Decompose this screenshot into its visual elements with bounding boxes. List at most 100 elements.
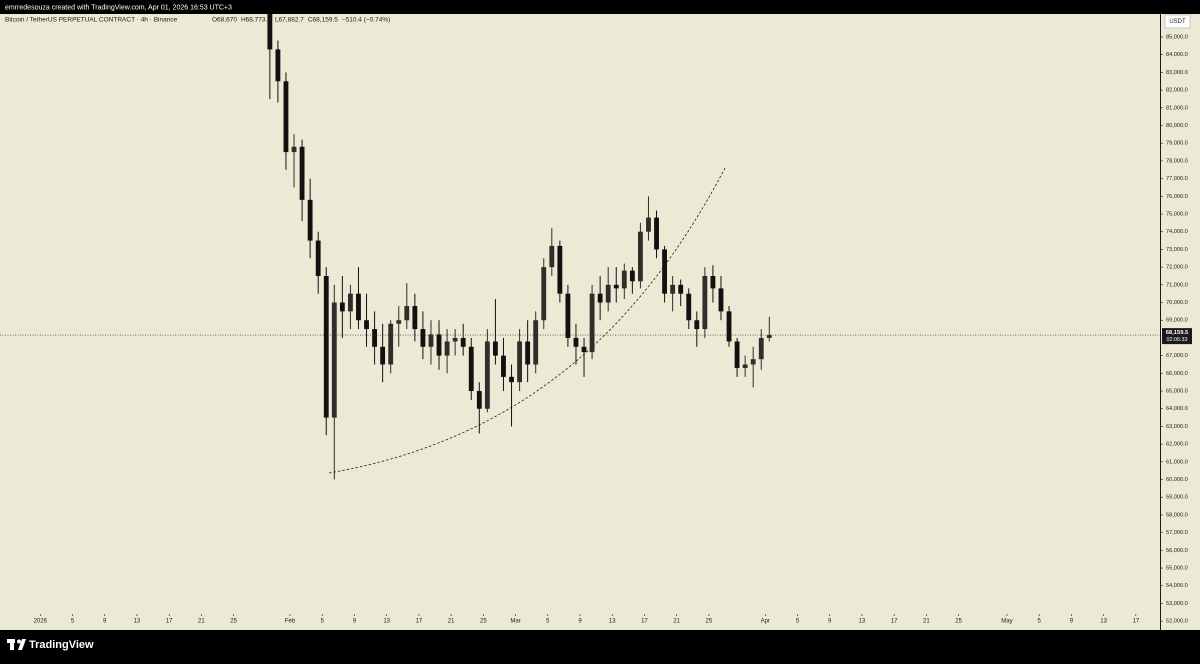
y-tick-label: 76,000.0 — [1166, 194, 1188, 200]
x-tick-label: 13 — [1100, 619, 1107, 625]
y-tick-label: 73,000.0 — [1166, 247, 1188, 253]
x-tick-label: Mar — [510, 619, 520, 625]
brand-logo — [7, 639, 26, 650]
x-tick-label: 17 — [166, 619, 173, 625]
currency-box — [1164, 14, 1191, 29]
x-tick-label: 13 — [383, 619, 390, 625]
candle-body — [670, 284, 676, 294]
x-tick-label: 21 — [198, 619, 205, 625]
candle-body — [613, 284, 619, 289]
candle-body — [565, 293, 571, 338]
x-tick-label: 17 — [641, 619, 648, 625]
x-tick-label: 17 — [891, 619, 898, 625]
x-tick-label: 25 — [480, 619, 487, 625]
candle-body — [412, 306, 418, 330]
candle-body — [517, 341, 522, 383]
y-tick-label: 53,000.0 — [1166, 601, 1188, 607]
candle-body — [267, 14, 273, 50]
last-price-box — [1162, 328, 1192, 345]
y-tick-label: 60,000.0 — [1166, 477, 1188, 483]
candle-body — [686, 293, 692, 321]
x-tick-label: 17 — [416, 619, 423, 625]
candle-body — [549, 245, 555, 268]
candle-body — [452, 337, 458, 342]
y-tick-label: 69,000.0 — [1166, 318, 1188, 324]
x-tick-label: 13 — [134, 619, 141, 625]
y-tick-label: 66,000.0 — [1166, 371, 1188, 377]
y-tick-label: 56,000.0 — [1166, 548, 1188, 554]
y-tick-label: 70,000.0 — [1166, 300, 1188, 306]
candle-body — [509, 376, 514, 383]
candle-body — [734, 341, 740, 369]
symbol-title: Bitcoin / TetherUS PERPETUAL CONTRACT · … — [5, 17, 178, 24]
y-tick-label: 85,000.0 — [1166, 34, 1188, 40]
candle-body — [493, 341, 498, 356]
candle-body — [694, 320, 700, 330]
y-tick-label: 61,000.0 — [1166, 459, 1188, 465]
candle-body — [742, 364, 748, 369]
candle-body — [420, 329, 426, 347]
candle-body — [356, 293, 361, 321]
candle-body — [323, 275, 329, 418]
candle-body — [702, 275, 708, 330]
ohlc-value: H68,773.9 — [241, 17, 271, 24]
candle-body — [525, 341, 531, 365]
trend-curve — [328, 167, 726, 474]
candle-body — [726, 311, 732, 342]
candle-body — [638, 231, 643, 282]
candle-body — [621, 270, 627, 289]
y-tick-label: 65,000.0 — [1166, 389, 1188, 395]
x-tick-label: 13 — [609, 619, 616, 625]
x-tick-label: 5 — [71, 619, 75, 625]
logo-part — [18, 639, 26, 650]
last-price-label: 68,159.5 — [1166, 330, 1189, 336]
x-tick-label: Feb — [285, 619, 296, 625]
logo-part — [17, 639, 21, 644]
candle-body — [581, 346, 587, 353]
candle-body — [484, 341, 490, 409]
candle-body — [428, 334, 434, 347]
candle-body — [589, 293, 595, 353]
x-tick-label: 9 — [1070, 619, 1074, 625]
x-tick-label: 21 — [923, 619, 930, 625]
candle-body — [291, 146, 297, 153]
y-tick-label: 72,000.0 — [1166, 265, 1188, 271]
y-tick-label: 80,000.0 — [1166, 123, 1188, 129]
x-tick-label: 9 — [353, 619, 357, 625]
candle-body — [468, 346, 474, 392]
candle-body — [662, 249, 667, 294]
candle-body — [629, 270, 635, 282]
x-tick-label: 9 — [828, 619, 832, 625]
x-tick-label: 5 — [1037, 619, 1041, 625]
candle-body — [380, 346, 386, 365]
candle-body — [541, 267, 547, 321]
candle-body — [396, 320, 402, 324]
ohlc-value: L67,882.7 — [275, 17, 304, 24]
candle-body — [710, 275, 716, 289]
ohlc-legend: O68,670 H68,773.9 L67,882.7 C68,159.5 −510.4… — [212, 17, 390, 24]
candle-body — [307, 199, 313, 241]
plot-background — [0, 14, 1200, 630]
x-tick-label: 2026 — [34, 619, 48, 625]
x-tick-label: 21 — [673, 619, 680, 625]
x-tick-label: 25 — [955, 619, 962, 625]
candle-body — [766, 335, 772, 338]
top-bar — [0, 0, 1200, 14]
y-tick-label: 67,000.0 — [1166, 353, 1188, 359]
x-tick-label: 21 — [448, 619, 455, 625]
candle-body — [605, 284, 611, 303]
candle-body — [678, 284, 684, 294]
candle-body — [750, 359, 756, 365]
candle-body — [476, 391, 482, 409]
candle-body — [460, 337, 466, 347]
x-tick-label: 25 — [230, 619, 237, 625]
x-tick-label: 25 — [706, 619, 713, 625]
candle-body — [404, 306, 410, 321]
top-bar-text: emrredesouza created with TradingView.co… — [5, 4, 232, 11]
ohlc-value: O68,670 — [212, 17, 237, 24]
candle-body — [444, 341, 450, 356]
candle-body — [557, 245, 563, 294]
x-tick-label: 5 — [796, 619, 800, 625]
